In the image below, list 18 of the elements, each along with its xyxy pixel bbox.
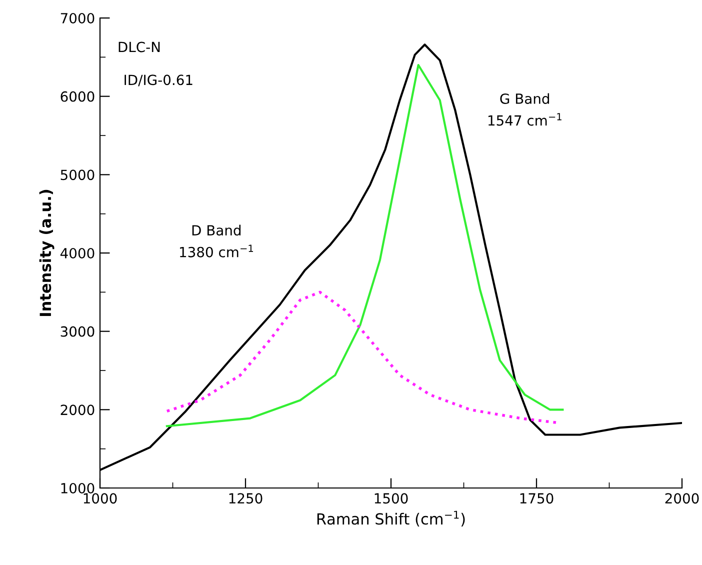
x-tick-label: 1000 bbox=[84, 493, 117, 504]
annotation: D Band 1380 cm$^{−1}$ bbox=[180, 224, 253, 258]
y-tick-label: 3000 bbox=[60, 326, 94, 337]
y-tick-label: 5000 bbox=[60, 170, 94, 180]
annotation: ID/IG-0.61 bbox=[124, 74, 192, 86]
y-tick-label: 7000 bbox=[60, 12, 94, 24]
x-tick-label: 1250 bbox=[229, 493, 262, 504]
x-tick-label: 1500 bbox=[374, 493, 408, 504]
annotation: G Band 1547 cm$^{−1}$ bbox=[488, 93, 562, 126]
y-tick-label: 2000 bbox=[60, 404, 94, 416]
y-tick-label: 4000 bbox=[60, 248, 94, 258]
y-tick-label: 1000 bbox=[61, 482, 94, 494]
x-tick-label: 1750 bbox=[520, 493, 554, 504]
x-axis-title: Raman Shift (cm$^{−1}$) bbox=[317, 510, 465, 526]
x-tick-label: 2000 bbox=[665, 493, 699, 504]
annotation: DLC-N bbox=[118, 42, 160, 52]
y-tick-label: 6000 bbox=[60, 91, 94, 102]
y-axis-title: Intensity (a.u.) bbox=[39, 190, 54, 316]
